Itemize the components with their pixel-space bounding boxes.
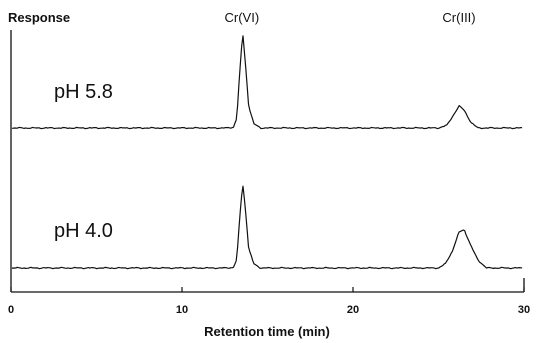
trace-label-ph-4-0: pH 4.0 — [54, 220, 113, 242]
x-tick-label-0: 0 — [8, 304, 14, 316]
x-axis-ticks — [10, 287, 525, 292]
trace-ph-4-0 — [11, 185, 523, 270]
x-tick-label-30: 30 — [518, 304, 530, 316]
x-tick-label-20: 20 — [347, 304, 359, 316]
trace-label-ph-5-8: pH 5.8 — [54, 81, 113, 103]
x-axis-label: Retention time (min) — [204, 324, 330, 339]
x-tick-label-10: 10 — [176, 304, 188, 316]
trace-ph-5-8 — [11, 35, 523, 130]
y-axis-label: Response — [8, 10, 70, 25]
peak-label-cr-vi: Cr(VI) — [225, 10, 260, 25]
peak-label-cr-iii: Cr(III) — [442, 10, 475, 25]
